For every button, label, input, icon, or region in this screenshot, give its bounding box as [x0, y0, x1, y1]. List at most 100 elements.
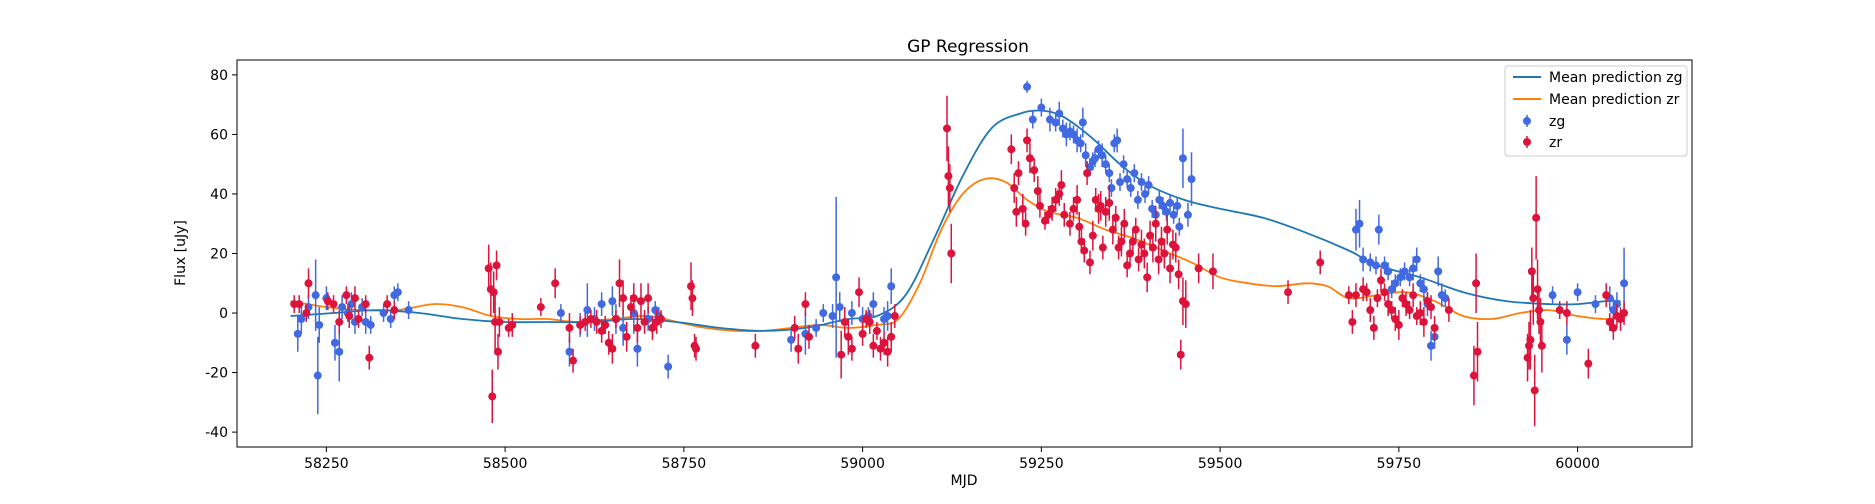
zg-marker	[1384, 267, 1393, 276]
zg-marker	[1175, 222, 1184, 231]
zg-data-point	[1078, 107, 1087, 138]
zr-marker	[947, 249, 956, 258]
zr-data-point	[1105, 185, 1114, 221]
zg-marker	[1380, 261, 1389, 270]
zr-marker	[1128, 237, 1137, 246]
zg-marker	[556, 309, 565, 318]
zr-data-point	[1085, 250, 1094, 275]
zr-data-point	[329, 295, 338, 314]
zr-marker	[1157, 237, 1166, 246]
zr-data-point	[1380, 283, 1389, 302]
zr-marker	[636, 297, 645, 306]
zr-marker	[1091, 195, 1100, 204]
zg-marker	[1548, 291, 1557, 300]
zr-data-point	[1128, 229, 1137, 254]
zr-data-point	[1351, 283, 1360, 308]
zr-data-point	[945, 164, 954, 212]
zr-marker	[1160, 249, 1169, 258]
zg-data-point	[1166, 193, 1175, 212]
zg-data-point	[1119, 155, 1128, 174]
zr-marker	[1174, 270, 1183, 279]
zr-marker	[1080, 246, 1089, 255]
zr-marker	[1384, 300, 1393, 309]
zg-marker	[297, 314, 306, 323]
zr-data-point	[1012, 196, 1021, 227]
zg-marker	[1069, 130, 1078, 139]
zg-data-point	[812, 318, 821, 337]
zr-data-point	[1444, 298, 1453, 322]
zg-marker	[1081, 151, 1090, 160]
zr-data-point	[837, 330, 846, 379]
zr-marker	[1444, 306, 1453, 315]
zg-data-point	[1169, 205, 1178, 224]
zr-marker	[1151, 219, 1160, 228]
zr-marker	[1526, 335, 1535, 344]
zg-data-point	[1113, 128, 1122, 153]
zg-marker	[1105, 169, 1114, 178]
zr-marker	[1473, 347, 1482, 356]
zr-data-point	[493, 333, 502, 370]
zr-data-point	[1387, 301, 1396, 319]
chart-title: GP Regression	[907, 37, 1029, 57]
x-tick-label: 60000	[1555, 456, 1600, 472]
zr-data-point	[1344, 286, 1353, 305]
zg-marker	[1355, 219, 1364, 228]
zg-marker	[597, 300, 606, 309]
zg-marker	[330, 338, 339, 347]
zr-marker	[1163, 225, 1172, 234]
zg-data-point	[293, 316, 302, 352]
zg-data-point	[338, 295, 347, 319]
zr-data-point	[1098, 235, 1107, 260]
legend-zr-point-label: zr	[1549, 135, 1562, 151]
zg-marker	[832, 273, 841, 282]
zr-data-point	[604, 330, 613, 355]
zr-marker	[1416, 309, 1425, 318]
zg-marker	[1169, 210, 1178, 219]
zr-marker	[569, 356, 578, 365]
zr-marker	[345, 312, 354, 321]
zr-data-point	[1057, 170, 1066, 200]
y-axis-label: Flux [uJy]	[173, 220, 189, 286]
zg-marker	[313, 371, 322, 380]
zr-marker	[837, 350, 846, 359]
zr-marker	[1146, 231, 1155, 240]
zr-marker	[1602, 291, 1611, 300]
zg-marker	[1183, 210, 1192, 219]
zr-marker	[887, 332, 896, 341]
zg-marker	[1359, 255, 1368, 264]
zr-data-point	[751, 333, 760, 358]
y-tick-label: 60	[210, 127, 228, 143]
zr-data-point	[565, 313, 574, 343]
zr-marker	[615, 279, 624, 288]
zr-marker	[804, 332, 813, 341]
zg-marker	[847, 309, 856, 318]
zr-marker	[656, 314, 665, 323]
zg-marker	[311, 291, 320, 300]
y-tick-label: 0	[219, 306, 228, 322]
zg-data-point	[887, 268, 896, 305]
zr-data-point	[390, 301, 399, 319]
y-tick-label: -20	[205, 366, 228, 382]
zg-marker	[335, 347, 344, 356]
zr-marker	[629, 294, 638, 303]
zr-marker	[1154, 255, 1163, 264]
zr-marker	[1051, 195, 1060, 204]
zr-marker	[1010, 184, 1019, 193]
zr-marker	[1208, 267, 1217, 276]
zr-marker	[1562, 309, 1571, 318]
zg-marker	[366, 320, 375, 329]
zg-data-point	[1591, 295, 1600, 314]
zr-marker	[1021, 219, 1030, 228]
zr-data-point	[629, 283, 638, 314]
zg-marker	[565, 347, 574, 356]
zr-marker	[1012, 207, 1021, 216]
zr-marker	[801, 300, 810, 309]
zr-data-point	[1154, 244, 1163, 275]
zr-marker	[1405, 306, 1414, 315]
zg-data-point	[1187, 152, 1196, 206]
zr-marker	[1284, 288, 1293, 297]
zr-marker	[1033, 186, 1042, 195]
x-tick-label: 59750	[1377, 456, 1422, 472]
zr-data-point	[1148, 232, 1157, 263]
zr-marker	[365, 353, 374, 362]
